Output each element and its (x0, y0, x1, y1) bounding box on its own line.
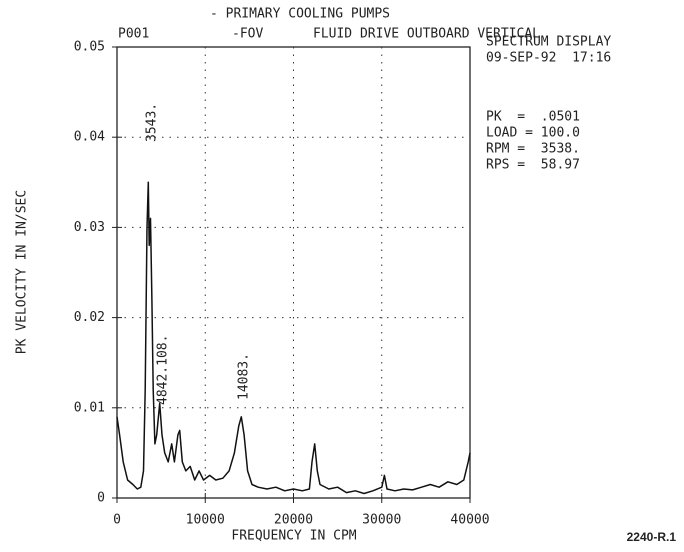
info-line: SPECTRUM DISPLAY (486, 35, 611, 50)
header-label: -FOV (232, 27, 263, 42)
y-axis-label: PK VELOCITY IN IN/SEC (15, 190, 30, 354)
info-line: LOAD = 100.0 (486, 126, 580, 141)
y-tick-label: 0.04 (74, 130, 105, 145)
x-tick-label: 40000 (450, 513, 489, 528)
y-tick-label: 0.03 (74, 220, 105, 235)
y-tick-label: 0.05 (74, 40, 105, 55)
peak-annotation: 4842.108. (156, 335, 171, 405)
x-tick-label: 0 (113, 513, 121, 528)
x-tick-label: 10000 (186, 513, 225, 528)
header-label: FLUID DRIVE OUTBOARD VERTICAL (313, 27, 540, 42)
info-line: PK = .0501 (486, 110, 580, 125)
header-label: P001 (118, 27, 149, 42)
info-line: 09-SEP-92 17:16 (486, 51, 611, 66)
x-tick-label: 20000 (274, 513, 313, 528)
y-tick-label: 0 (97, 491, 105, 506)
y-tick-label: 0.02 (74, 310, 105, 325)
info-line: RPM = 3538. (486, 142, 580, 157)
spectrum-line (116, 181, 471, 495)
x-tick-label: 30000 (362, 513, 401, 528)
info-line: RPS = 58.97 (486, 158, 580, 173)
y-tick-label: 0.01 (74, 400, 105, 415)
peak-annotation: 14083. (237, 353, 252, 400)
figure-label: 2240-R.1 (627, 530, 677, 544)
peak-annotation: 3543. (145, 103, 160, 142)
chart-title: - PRIMARY COOLING PUMPS (210, 7, 390, 22)
x-axis-label: FREQUENCY IN CPM (231, 529, 356, 544)
